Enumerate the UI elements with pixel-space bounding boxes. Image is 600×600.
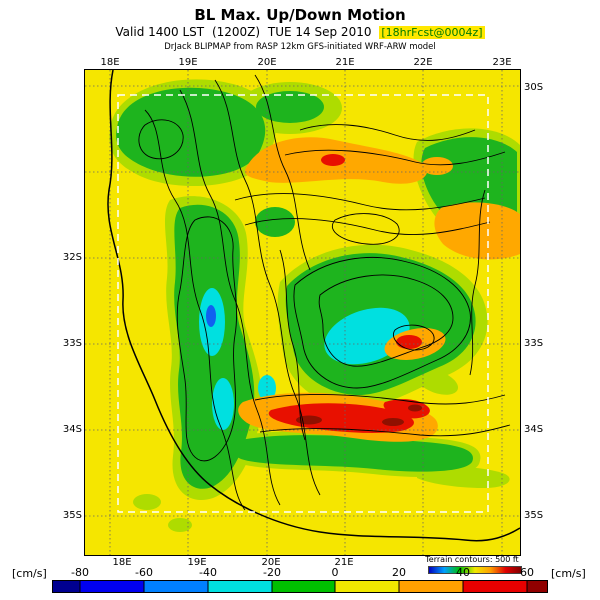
forecast-map (84, 69, 521, 556)
colorbar-segment (463, 580, 527, 593)
colorbar-tick: 0 (331, 566, 339, 579)
terrain-gradient (428, 566, 522, 574)
forecast-tag: [18hrFcst@0004z] (379, 26, 485, 39)
terrain-contour-lines (107, 70, 520, 542)
colorbar-segment (272, 580, 335, 593)
x-tick-top: 21E (335, 57, 355, 68)
model-attribution: DrJack BLIPMAP from RASP 12km GFS-initia… (164, 42, 436, 52)
colorbar-tick: -80 (71, 566, 89, 579)
colorbar-segment (144, 580, 208, 593)
y-tick-left: 34S (62, 424, 82, 435)
x-tick-top: 20E (257, 57, 277, 68)
colorbar-tick: 20 (392, 566, 406, 579)
x-tick-top: 22E (413, 57, 433, 68)
x-tick-bottom: 18E (112, 557, 132, 568)
colorbar (52, 580, 548, 593)
colorbar-segment (208, 580, 272, 593)
x-tick-bottom: 21E (334, 557, 354, 568)
x-tick-top: 23E (492, 57, 512, 68)
valid-time-line: Valid 1400 LST (1200Z) TUE 14 Sep 2010 [… (0, 25, 600, 39)
valid-date: TUE 14 Sep 2010 (267, 25, 372, 39)
valid-prefix: Valid 1400 LST (115, 25, 205, 39)
coastline (107, 70, 520, 542)
colorbar-tick: -20 (263, 566, 281, 579)
colorbar-tick: 40 (456, 566, 470, 579)
x-tick-bottom: 20E (261, 557, 281, 568)
colorbar-segment (399, 580, 463, 593)
colorbar-unit-left: [cm/s] (12, 567, 47, 580)
y-tick-left: 32S (62, 252, 82, 263)
x-tick-top: 18E (100, 57, 120, 68)
colorbar-segment (335, 580, 399, 593)
colorbar-tick: -60 (135, 566, 153, 579)
x-tick-bottom: 19E (187, 557, 207, 568)
colorbar-tick: -40 (199, 566, 217, 579)
colorbar-tick-marks (79, 580, 528, 593)
y-tick-right: 33S (524, 338, 544, 349)
y-tick-right: 30S (524, 82, 544, 93)
x-tick-top: 19E (178, 57, 198, 68)
y-tick-right: 35S (524, 510, 544, 521)
terrain-legend-label: Terrain contours: 500 ft (425, 555, 519, 564)
valid-time-z: (1200Z) (211, 25, 261, 39)
page-title: BL Max. Up/Down Motion (194, 6, 406, 24)
colorbar-segment (52, 580, 80, 593)
colorbar-segment (527, 580, 548, 593)
y-tick-left: 33S (62, 338, 82, 349)
colorbar-segment (80, 580, 144, 593)
model-domain-boundary (117, 94, 489, 513)
lift-sink-field (109, 79, 520, 532)
y-tick-left: 35S (62, 510, 82, 521)
colorbar-tick: 60 (520, 566, 534, 579)
y-tick-right: 34S (524, 424, 544, 435)
colorbar-unit-right: [cm/s] (551, 567, 586, 580)
